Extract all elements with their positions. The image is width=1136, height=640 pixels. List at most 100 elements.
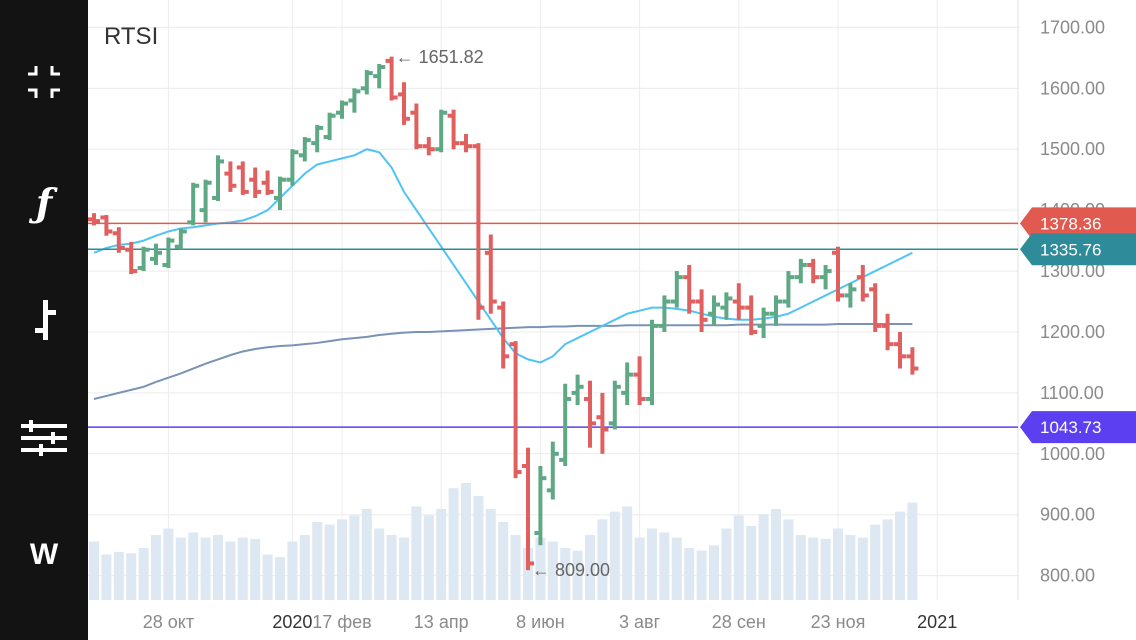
volume-bar	[361, 509, 372, 600]
bar-open-tick	[460, 141, 465, 146]
bar-range	[575, 374, 580, 406]
bar-range	[612, 380, 617, 430]
volume-bar	[572, 550, 583, 600]
ohlc-bar	[906, 347, 919, 375]
bar-open-tick	[125, 247, 131, 252]
bar-close-tick	[392, 95, 398, 100]
bar-close-tick	[764, 311, 770, 316]
ohlc-bar	[112, 227, 125, 253]
bar-close-tick	[913, 366, 919, 371]
volume-bar	[857, 537, 868, 600]
fullscreen-exit-icon[interactable]	[14, 52, 74, 112]
bar-close-tick	[144, 247, 150, 252]
volume-bar	[510, 535, 521, 600]
ohlc-bar	[261, 170, 274, 195]
price-badge-label: 1378.36	[1040, 214, 1101, 233]
bar-close-tick	[690, 299, 696, 304]
bar-open-tick	[522, 463, 527, 468]
bar-open-tick	[274, 195, 279, 200]
bar-open-tick	[360, 86, 366, 91]
volume-bars	[89, 483, 918, 600]
price-badge-label: 1335.76	[1040, 240, 1101, 259]
volume-bar	[758, 514, 769, 600]
bar-range	[389, 56, 394, 101]
bar-range	[216, 155, 220, 202]
bar-close-tick	[826, 269, 832, 274]
bar-range	[129, 241, 134, 275]
bar-open-tick	[398, 92, 403, 97]
volume-bar	[163, 528, 174, 600]
bar-open-tick	[695, 299, 701, 304]
bar-open-tick	[571, 390, 577, 395]
bar-range	[749, 295, 754, 336]
ohlc-bar	[249, 167, 262, 198]
annotations: ← 1651.82 ← 809.00	[396, 47, 610, 580]
bar-range	[253, 167, 258, 198]
volume-bar	[733, 515, 744, 600]
x-tick-label: 2020	[272, 612, 312, 632]
bar-open-tick	[745, 305, 751, 310]
bar-open-tick	[199, 208, 205, 213]
bar-open-tick	[100, 215, 106, 220]
settings-sliders-icon[interactable]	[14, 408, 74, 468]
bar-range	[451, 109, 456, 150]
bar-open-tick	[447, 113, 453, 118]
bar-range	[402, 82, 406, 125]
bar-range	[786, 271, 791, 308]
volume-bar	[287, 541, 298, 600]
bar-range	[166, 237, 171, 269]
volume-bar	[126, 553, 137, 600]
ohlc-bar	[509, 341, 522, 479]
price-badge	[1020, 207, 1136, 240]
volume-bar	[275, 557, 285, 600]
bar-close-tick	[801, 262, 807, 267]
ohlc-bar	[398, 82, 410, 125]
bar-open-tick	[224, 171, 230, 176]
bar-close-tick	[541, 476, 547, 481]
bar-range	[352, 88, 357, 113]
bar-close-tick	[727, 296, 733, 301]
ohlc-bar	[100, 215, 113, 236]
bar-close-tick	[702, 317, 708, 322]
ohlc-bar	[150, 243, 162, 265]
ohlc-bar	[410, 103, 423, 150]
volume-bar	[485, 509, 496, 600]
bar-range	[650, 319, 654, 406]
ohlc-bar	[782, 271, 795, 308]
price-chart[interactable]: ← 1651.82 ← 809.00 800.00 900.00 1000.00 110…	[88, 0, 1136, 640]
volume-bar	[473, 496, 484, 600]
bar-open-tick	[497, 305, 503, 310]
bar-open-tick	[472, 144, 478, 149]
x-tick-label: 28 сен	[712, 612, 766, 632]
ohlc-bar-icon[interactable]	[14, 290, 74, 350]
volume-bar	[213, 535, 223, 600]
y-tick-label: 1700.00	[1040, 17, 1105, 37]
ohlc-bar	[881, 313, 894, 351]
bar-range	[588, 380, 592, 448]
ohlc-bar	[212, 155, 224, 202]
bar-open-tick	[856, 275, 862, 280]
ohlc-bar	[894, 331, 906, 369]
bar-range	[674, 271, 679, 308]
grid-lines	[88, 0, 1019, 600]
volume-bar	[237, 537, 248, 600]
volume-bar	[684, 548, 695, 600]
function-icon[interactable]: ƒ	[35, 179, 53, 225]
volume-bar	[696, 550, 707, 600]
ohlc-bar	[807, 258, 820, 284]
bar-close-tick	[417, 144, 423, 149]
bar-close-tick	[330, 113, 336, 118]
ohlc-bar	[559, 383, 572, 466]
ohlc-bar	[819, 264, 832, 290]
y-tick-label: 1200.00	[1040, 322, 1105, 342]
bar-range	[104, 215, 109, 236]
chart-title: RTSI	[104, 23, 158, 50]
bar-close-tick	[243, 189, 249, 194]
x-tick-label: 17 фев	[312, 612, 371, 632]
bar-range	[92, 213, 96, 226]
ohlc-bar	[447, 109, 460, 150]
bar-open-tick	[373, 74, 379, 79]
weekly-timeframe-button[interactable]: W	[29, 538, 59, 571]
bar-open-tick	[137, 266, 143, 271]
bar-open-tick	[286, 177, 292, 182]
